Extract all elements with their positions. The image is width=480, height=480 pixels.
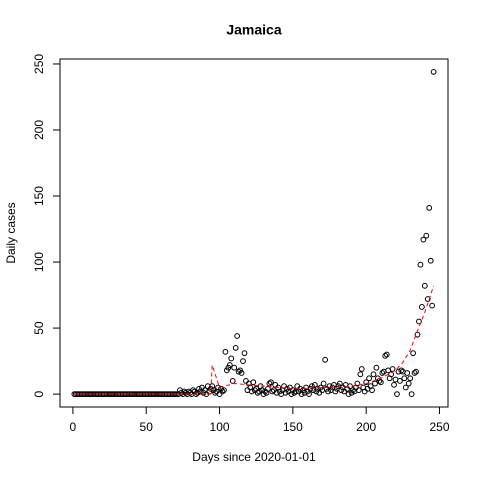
data-point: [358, 366, 365, 372]
data-point: [256, 388, 263, 395]
x-tick-label: 0: [70, 420, 77, 434]
data-point: [383, 351, 390, 358]
data-point: [366, 375, 373, 382]
data-point: [311, 381, 318, 388]
data-point: [229, 378, 236, 384]
data-point: [219, 388, 226, 395]
data-point: [429, 302, 436, 309]
data-point: [414, 331, 421, 338]
data-point: [355, 387, 362, 394]
data-point: [424, 296, 431, 302]
x-tick-label: 100: [210, 420, 230, 434]
data-point: [221, 387, 227, 394]
data-point: [407, 375, 414, 382]
data-point: [320, 380, 327, 387]
fit-line: [74, 285, 435, 395]
data-point: [369, 387, 375, 394]
data-point: [248, 388, 255, 395]
x-tick-label: 50: [140, 420, 154, 434]
data-point: [377, 379, 384, 386]
data-point: [420, 236, 427, 243]
data-point: [254, 389, 261, 396]
data-point: [379, 370, 386, 376]
data-point: [232, 344, 239, 351]
data-point: [250, 379, 257, 386]
data-point: [410, 350, 417, 357]
data-point: [423, 232, 430, 239]
data-point: [357, 371, 364, 378]
x-tick-label: 150: [283, 420, 303, 434]
chart-title: Jamaica: [226, 22, 281, 38]
data-point: [345, 391, 352, 398]
data-point: [240, 358, 246, 364]
data-point: [398, 367, 405, 374]
data-point: [306, 391, 312, 398]
data-point: [413, 368, 419, 375]
data-point: [402, 384, 409, 391]
data-point: [235, 368, 242, 375]
data-point: [266, 380, 273, 387]
data-point: [397, 378, 403, 384]
plot-box: [59, 58, 449, 408]
y-tick-label: 100: [32, 252, 46, 272]
x-axis-label: Days since 2020-01-01: [192, 450, 316, 464]
y-tick-label: 200: [32, 120, 46, 140]
x-tick-label: 250: [429, 420, 449, 434]
x-tick-label: 200: [356, 420, 376, 434]
data-point: [241, 350, 248, 357]
data-point: [421, 282, 428, 289]
data-point: [382, 352, 389, 359]
data-point: [222, 348, 229, 355]
data-point: [370, 371, 377, 378]
data-point: [267, 379, 274, 386]
data-point: [405, 380, 412, 387]
data-point: [417, 261, 424, 268]
data-point: [336, 380, 343, 387]
y-tick-label: 150: [32, 186, 46, 206]
y-tick-label: 50: [32, 321, 46, 335]
data-point: [408, 391, 415, 398]
data-point: [426, 205, 433, 211]
data-point: [411, 370, 418, 376]
data-point: [391, 381, 397, 388]
data-point: [388, 371, 395, 378]
data-point: [234, 333, 241, 339]
data-point: [373, 364, 380, 371]
data-point: [354, 380, 361, 387]
data-point: [325, 388, 331, 395]
data-point: [372, 380, 378, 387]
y-tick-label: 250: [32, 54, 46, 74]
data-point: [427, 257, 434, 264]
data-point: [231, 364, 238, 371]
data-point: [416, 318, 422, 325]
data-point: [226, 362, 233, 368]
y-tick-label: 0: [32, 390, 46, 397]
data-point: [322, 356, 329, 363]
y-axis-label: Daily cases: [4, 202, 18, 263]
data-point: [418, 304, 425, 310]
data-point: [190, 387, 197, 394]
data-point: [394, 391, 400, 398]
data-point: [404, 370, 411, 376]
data-point: [401, 375, 408, 382]
data-point: [430, 68, 437, 75]
data-point: [228, 355, 235, 362]
data-point: [238, 370, 245, 376]
